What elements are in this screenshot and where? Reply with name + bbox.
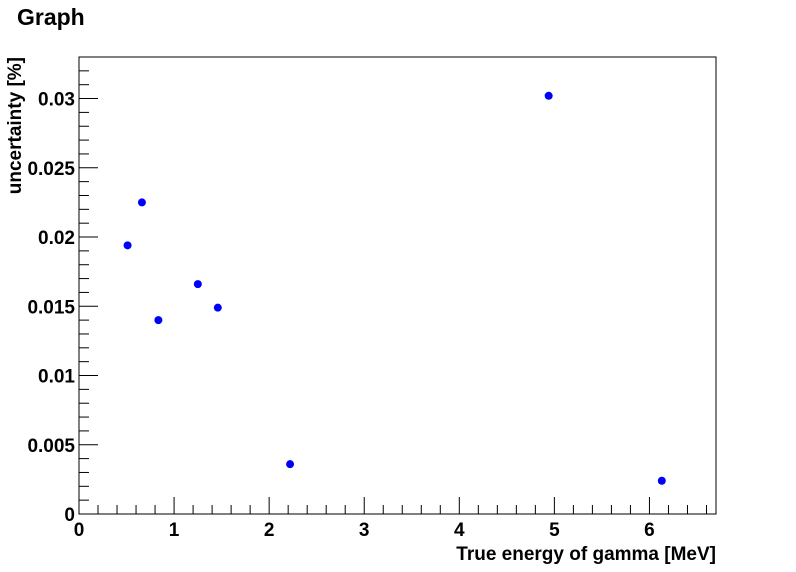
y-tick-label: 0.02	[38, 228, 75, 249]
chart-title: Graph	[17, 4, 85, 30]
plot-frame	[78, 56, 717, 515]
y-axis: 0 0.005 0.01 0.015 0.02 0.025 0.03	[27, 56, 98, 526]
x-axis: 0 1 2 3 4 5 6	[74, 497, 707, 541]
data-point	[657, 476, 666, 485]
y-tick-label: 0.005	[27, 436, 75, 457]
x-tick-label: 6	[644, 520, 655, 541]
data-point	[123, 241, 132, 250]
data-point	[286, 460, 295, 469]
x-tick-label: 4	[454, 520, 465, 541]
data-point	[213, 303, 222, 312]
y-axis-title: uncertainty [%]	[5, 57, 26, 194]
y-tick-label: 0.025	[27, 159, 75, 180]
data-point	[154, 316, 163, 325]
y-tick-label: 0	[64, 505, 75, 526]
x-tick-label: 3	[359, 520, 370, 541]
x-tick-label: 0	[74, 520, 85, 541]
data-points	[123, 91, 666, 485]
data-point	[544, 91, 553, 100]
x-tick-label: 2	[264, 520, 275, 541]
data-point	[193, 280, 202, 289]
x-axis-title: True energy of gamma [MeV]	[456, 544, 716, 565]
data-point	[137, 198, 146, 207]
y-tick-label: 0.03	[38, 90, 75, 111]
x-tick-label: 1	[169, 520, 180, 541]
y-tick-label: 0.015	[27, 297, 75, 318]
x-tick-label: 5	[549, 520, 560, 541]
y-tick-label: 0.01	[38, 367, 75, 388]
